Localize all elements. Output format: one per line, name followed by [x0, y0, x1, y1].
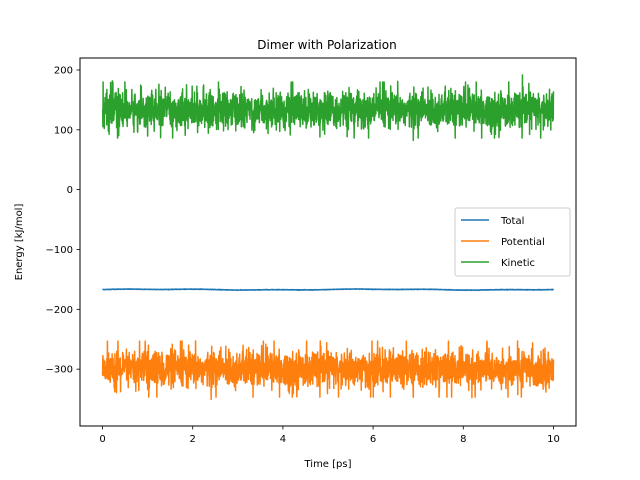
series-line-kinetic — [101, 74, 555, 142]
y-tick-label: 100 — [54, 125, 73, 136]
x-tick-label: 10 — [547, 434, 560, 445]
x-axis-label: Time [ps] — [303, 459, 351, 470]
y-tick-label: 0 — [67, 185, 73, 196]
y-tick-label: 200 — [54, 65, 73, 76]
series-line-total — [101, 288, 555, 292]
x-tick-label: 2 — [190, 434, 196, 445]
x-tick-label: 6 — [370, 434, 376, 445]
series-layer — [101, 74, 555, 401]
chart-title: Dimer with Polarization — [257, 38, 396, 52]
y-axis-ticks: 200 100 0 −100 −200 −300 — [46, 65, 80, 376]
x-tick-label: 0 — [99, 434, 105, 445]
plot-frame — [79, 57, 577, 427]
y-tick-label: −100 — [46, 245, 73, 256]
legend-box — [454, 207, 571, 277]
y-tick-label: −200 — [46, 305, 73, 316]
series-line-potential — [101, 340, 555, 401]
legend-label-kinetic: Kinetic — [501, 258, 535, 269]
legend-label-total: Total — [500, 216, 524, 227]
y-tick-label: −300 — [46, 365, 73, 376]
x-axis-ticks: 0 2 4 6 8 10 — [99, 426, 560, 445]
x-tick-label: 8 — [460, 434, 466, 445]
y-axis-label: Energy [kJ/mol] — [14, 204, 25, 281]
legend: Total Potential Kinetic — [454, 207, 571, 277]
x-tick-label: 4 — [280, 434, 286, 445]
legend-label-potential: Potential — [501, 237, 545, 248]
